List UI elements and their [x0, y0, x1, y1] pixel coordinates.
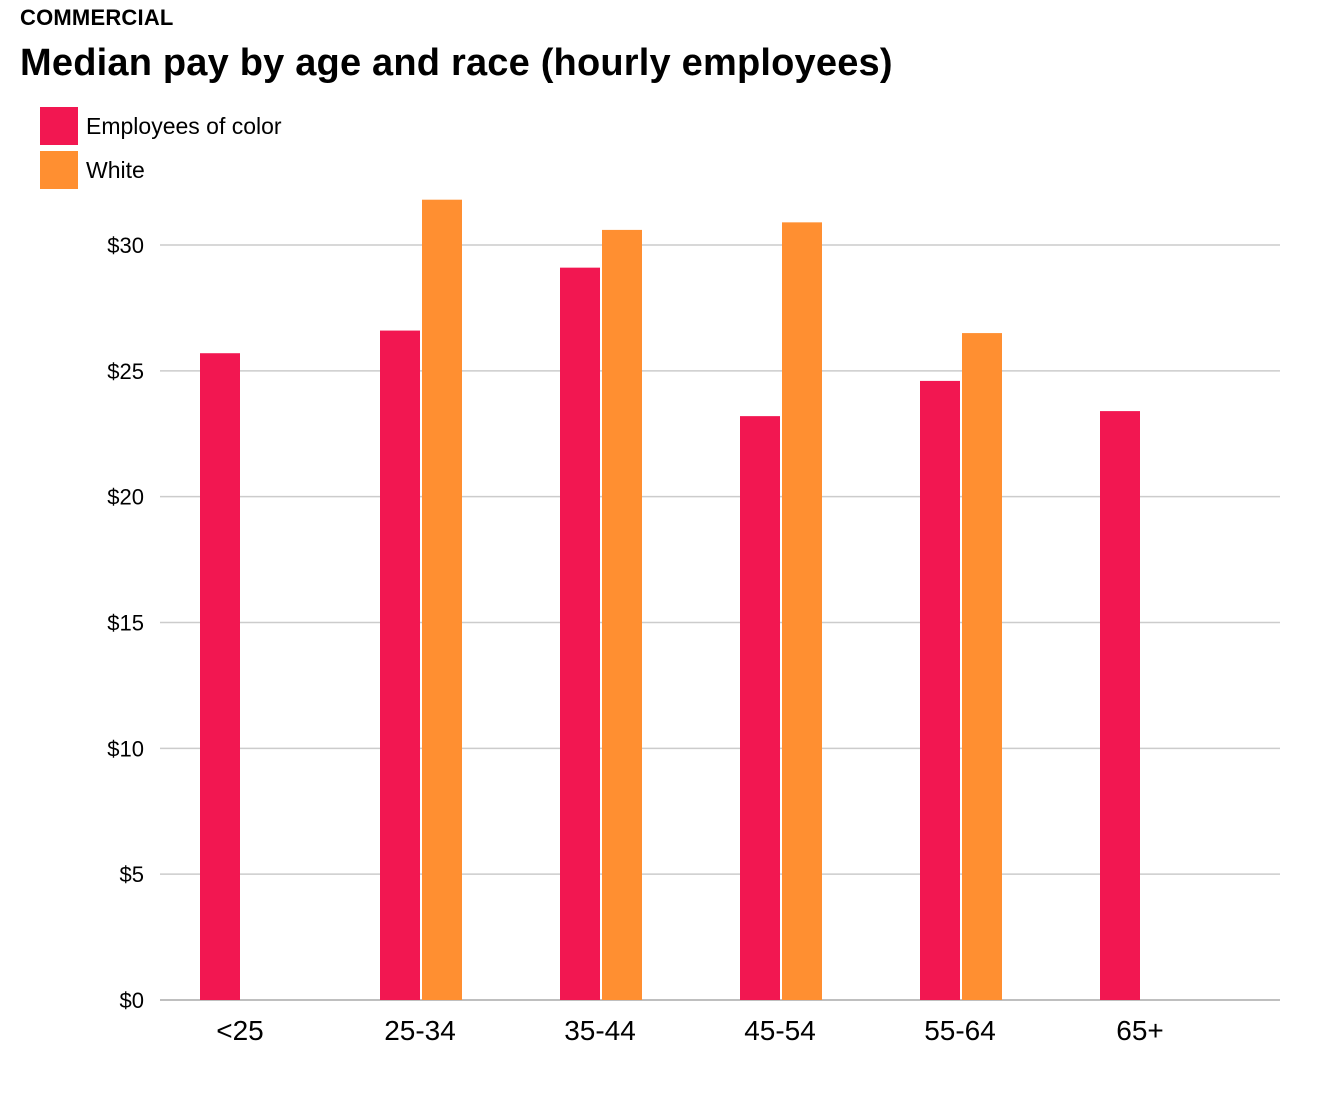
x-tick-label: 55-64: [924, 1015, 996, 1046]
legend-item-employees-of-color: Employees of color: [40, 107, 282, 145]
x-tick-label: 35-44: [564, 1015, 636, 1046]
y-tick-label: $15: [107, 611, 144, 636]
bar-employees-of-color: [200, 353, 240, 1000]
y-axis-tick-labels: $0 $5 $10 $15 $20 $25 $30: [107, 233, 144, 1013]
legend: Employees of color White: [40, 107, 282, 195]
y-tick-label: $5: [120, 862, 144, 887]
x-tick-label: <25: [216, 1015, 264, 1046]
y-tick-label: $0: [120, 988, 144, 1013]
bar-white: [962, 333, 1002, 1000]
legend-label-white: White: [86, 156, 145, 183]
legend-swatch-employees-of-color: [40, 107, 78, 145]
bar-employees-of-color: [1100, 411, 1140, 1001]
bar-white: [602, 229, 642, 1000]
bar-employees-of-color: [380, 330, 420, 1001]
bar-white: [422, 199, 462, 1000]
chart-title: Median pay by age and race (hourly emplo…: [20, 42, 893, 84]
bar-employees-of-color: [740, 416, 780, 1001]
x-axis-tick-labels: <25 25-34 35-44 45-54 55-64 65+: [216, 1015, 1164, 1046]
gridlines: [160, 244, 1280, 1001]
y-tick-label: $30: [107, 233, 144, 258]
chart-kicker: COMMERCIAL: [20, 5, 174, 30]
y-tick-label: $20: [107, 485, 144, 510]
bar-employees-of-color: [920, 380, 960, 1000]
bar-employees-of-color: [560, 267, 600, 1000]
legend-swatch-white: [40, 151, 78, 189]
y-tick-label: $10: [107, 736, 144, 761]
x-tick-label: 65+: [1116, 1015, 1164, 1046]
y-tick-label: $25: [107, 359, 144, 384]
legend-item-white: White: [40, 151, 282, 189]
bar-white: [782, 222, 822, 1001]
x-tick-label: 45-54: [744, 1015, 816, 1046]
x-tick-label: 25-34: [384, 1015, 456, 1046]
legend-label-employees-of-color: Employees of color: [86, 112, 282, 139]
bars: [200, 199, 1140, 1001]
